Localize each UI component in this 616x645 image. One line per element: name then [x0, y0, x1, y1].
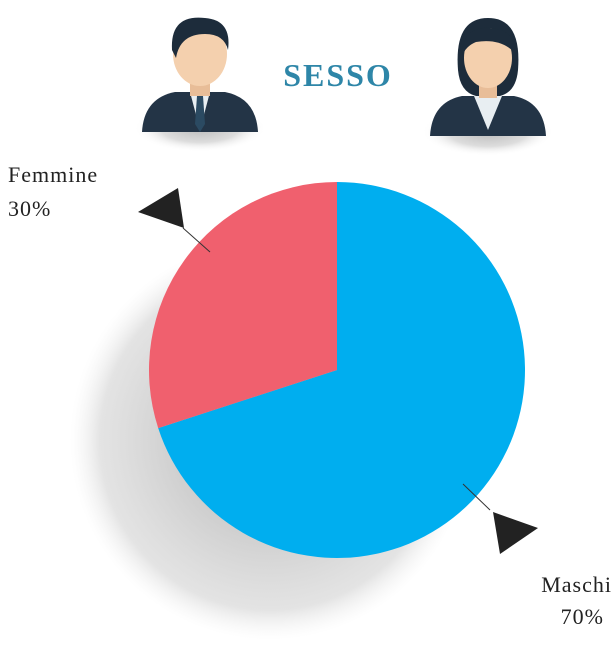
leader-line	[462, 483, 491, 511]
pointer	[493, 512, 538, 554]
pie-slice	[148, 182, 337, 429]
value-label: 30%	[8, 196, 51, 221]
slice-label: Maschi	[541, 572, 612, 597]
female-icon	[422, 18, 554, 156]
value-label: 70%	[561, 604, 604, 629]
chart-title: SESSO	[283, 57, 393, 93]
pie-slice	[158, 182, 526, 558]
pointer	[138, 188, 184, 228]
male-icon	[134, 17, 266, 152]
leader-line	[182, 227, 211, 253]
pointers	[138, 188, 538, 554]
slice-label: Femmine	[8, 162, 98, 187]
